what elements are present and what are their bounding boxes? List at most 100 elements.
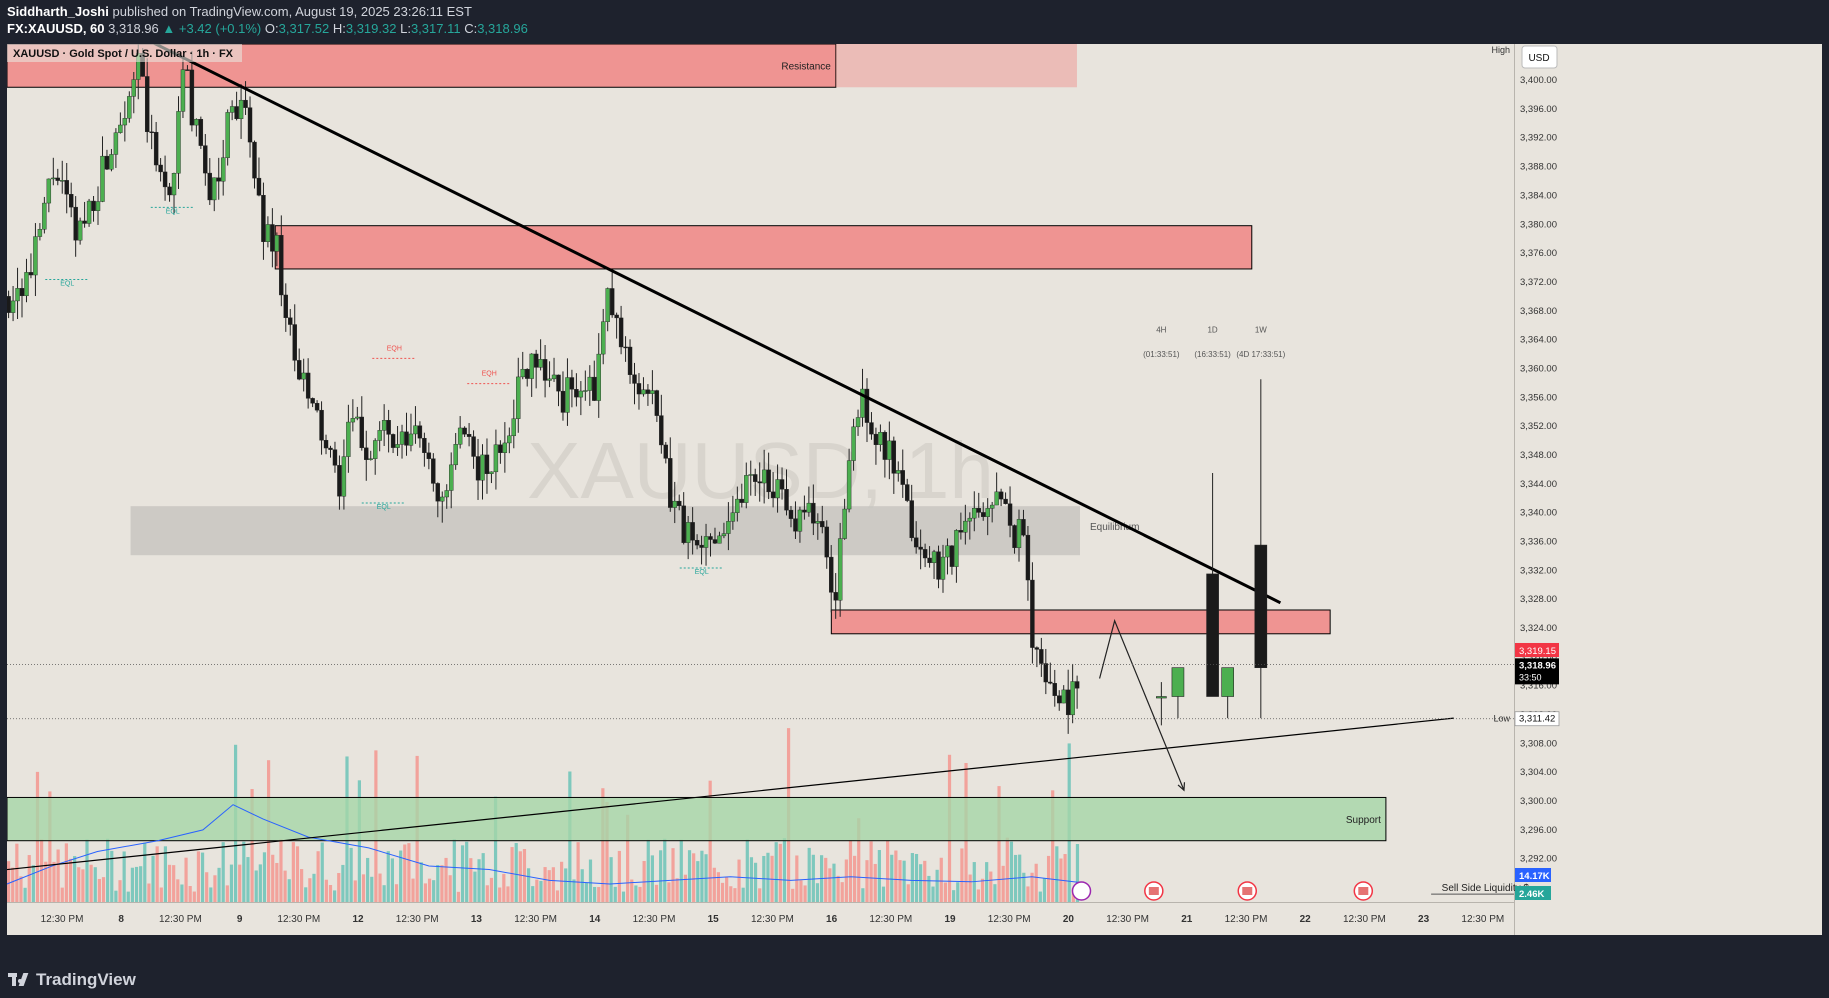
volume-bar	[535, 879, 539, 902]
volume-bar	[877, 850, 881, 902]
volume-bar	[73, 856, 77, 902]
candle-bull	[212, 177, 217, 201]
price-tick-label: 3,304.00	[1520, 767, 1557, 778]
candle-bear	[292, 324, 297, 361]
candle-bear	[936, 551, 941, 580]
volume-bar	[617, 850, 621, 902]
candle-bear	[153, 131, 159, 166]
volume-bar	[683, 874, 688, 902]
candle-bull	[511, 418, 516, 437]
volume-bar	[609, 857, 613, 902]
candle-bear	[918, 546, 923, 550]
volume-bar	[692, 853, 696, 902]
volume-bar	[865, 860, 869, 902]
author-name[interactable]: Siddharth_Joshi	[7, 4, 109, 19]
candle-bear	[1012, 525, 1017, 548]
candle-bull	[797, 509, 803, 532]
volume-bar	[89, 864, 93, 902]
low-marker: Low	[1493, 714, 1510, 724]
volume-bar	[11, 867, 15, 902]
currency-selector[interactable]	[1521, 45, 1558, 69]
volume-badge	[1515, 868, 1551, 882]
candle-bull	[46, 178, 52, 204]
volume-bar	[807, 847, 811, 902]
chart-area[interactable]: XAUUSD, 1h Resistance Equilibrium Support EQ…	[7, 44, 1822, 935]
candle-bear	[909, 500, 914, 538]
candle-bull	[180, 69, 186, 112]
candle-bear	[1034, 647, 1040, 650]
candle-bear	[1057, 695, 1062, 704]
volume-bar	[271, 854, 275, 902]
volume-bar	[258, 864, 262, 902]
price-badge-red	[1515, 642, 1559, 657]
candle-bear	[243, 99, 248, 108]
candle-bear	[167, 186, 172, 196]
candle-bear	[779, 479, 785, 490]
price-tick-label: 3,336.00	[1520, 536, 1557, 547]
footer-bar: TradingView	[0, 964, 1829, 998]
candle-bull	[855, 417, 861, 428]
tradingview-logo[interactable]: TradingView	[8, 970, 136, 990]
candle-bear	[207, 172, 212, 201]
volume-bar	[110, 850, 114, 902]
candle-bull	[341, 456, 347, 497]
candle-bull	[954, 530, 959, 567]
volume-bar	[106, 838, 110, 902]
candle-bull	[940, 556, 946, 580]
event-icon-fill	[1242, 887, 1253, 895]
volume-bar	[993, 884, 997, 902]
candles	[7, 44, 1080, 734]
eql-label: EQL	[377, 504, 391, 511]
volume-bar	[242, 841, 246, 902]
candle-bear	[364, 447, 369, 460]
candle-bear	[252, 141, 257, 179]
candle-bear	[739, 498, 745, 503]
candle-bear	[422, 437, 427, 453]
volume-bar	[555, 890, 560, 902]
price-tick-label: 3,316.00	[1520, 681, 1557, 692]
candle-bear	[623, 346, 628, 349]
volume-bar	[118, 880, 122, 902]
volume-bar	[1018, 854, 1022, 902]
volume-bar	[48, 791, 52, 902]
candle-bull	[225, 112, 230, 158]
volume-bar	[40, 839, 44, 902]
candle-bull	[507, 435, 512, 444]
price-chart-svg[interactable]: XAUUSD, 1h Resistance Equilibrium Support EQ…	[7, 44, 1822, 935]
time-tick-label: 12:30 PM	[159, 914, 202, 925]
volume-bar	[176, 879, 180, 902]
candle-bull	[538, 359, 543, 368]
eqh-label: EQH	[387, 345, 402, 352]
candle-bear	[247, 107, 253, 143]
candle-bear	[498, 444, 503, 453]
volume-bar	[667, 882, 671, 902]
candle-bear	[149, 131, 154, 134]
volume-bar	[902, 860, 906, 902]
candle-bear	[314, 403, 320, 411]
low-price-badge	[1514, 711, 1560, 727]
volume-bar	[134, 866, 139, 902]
candle-bear	[261, 195, 266, 242]
candle-bear	[475, 456, 481, 481]
volume-bar	[716, 872, 721, 902]
volume-bar	[976, 889, 981, 902]
candle-bear	[905, 484, 910, 501]
volume-bar	[77, 867, 81, 902]
bar-countdown-text: 33:50	[1519, 672, 1542, 682]
time-tick-label: 8	[118, 914, 124, 925]
volume-bar	[659, 850, 663, 902]
volume-bar	[1038, 891, 1042, 902]
candle-bear	[203, 145, 208, 174]
price-tick-label: 3,396.00	[1520, 104, 1557, 115]
price-tick-label: 3,364.00	[1520, 335, 1557, 346]
candle-bear	[820, 521, 825, 528]
candle-bear	[466, 434, 472, 437]
volume-bar	[489, 877, 494, 902]
candle-bull	[408, 433, 414, 446]
volume-bar	[304, 887, 308, 902]
candle-bear	[1007, 503, 1013, 526]
candle-bull	[265, 224, 271, 242]
volume-bar	[559, 861, 564, 902]
volume-bar	[605, 801, 609, 902]
ohlc-line: FX:XAUUSD, 60 3,318.96 ▲ +3.42 (+0.1%) O…	[7, 21, 528, 36]
